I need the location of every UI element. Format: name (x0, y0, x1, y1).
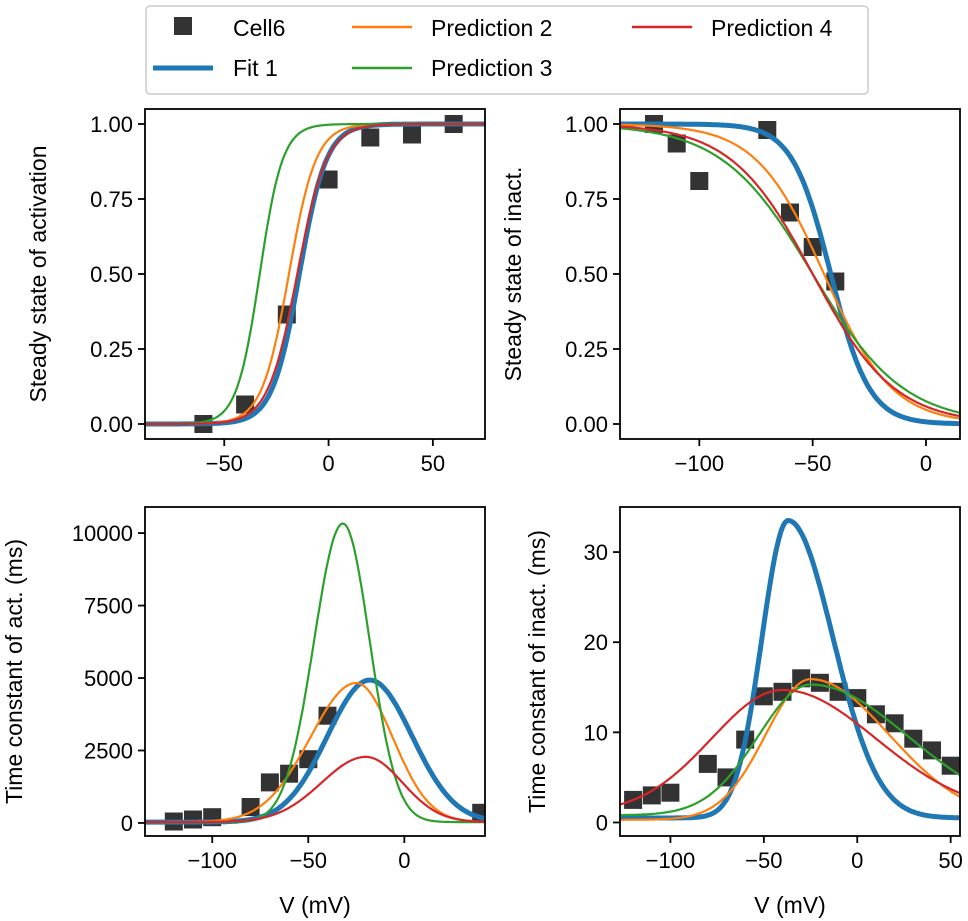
plot-area (145, 115, 485, 433)
y-tick-label: 7500 (84, 594, 133, 619)
y-axis-label: Steady state of activation (25, 146, 51, 403)
series-line-prediction-4 (620, 688, 960, 806)
scatter-point (792, 669, 811, 688)
series-line-fit-1 (620, 518, 960, 821)
x-tick-label: 0 (322, 451, 334, 476)
x-tick-label: −100 (646, 848, 696, 873)
plot-area (620, 518, 960, 821)
x-tick-label: −50 (745, 848, 782, 873)
y-tick-label: 10 (584, 720, 608, 745)
plot-area (145, 522, 485, 831)
x-tick-label: −50 (794, 451, 831, 476)
y-tick-label: 0 (121, 811, 133, 836)
scatter-point (361, 128, 380, 147)
y-tick-label: 30 (584, 540, 608, 565)
scatter-point (698, 754, 717, 773)
legend-item-fit1: Fit 1 (153, 55, 278, 81)
x-tick-label: −50 (206, 451, 243, 476)
legend-label: Prediction 4 (711, 15, 833, 41)
scatter-point (773, 682, 792, 701)
series-line-prediction-4 (620, 125, 960, 418)
x-tick-label: 0 (851, 848, 863, 873)
legend-marker-square (174, 17, 192, 35)
legend-item-prediction4: Prediction 4 (632, 15, 833, 41)
y-tick-label: 0.50 (565, 262, 608, 287)
scatter-point (690, 172, 709, 190)
activation-steady-state-plot: −50 0 50 0.00 0.25 0.50 0.75 1.00 Steady state o… (25, 108, 486, 476)
series-line-prediction-3 (620, 127, 960, 414)
y-tick-label: 2500 (84, 738, 133, 763)
scatter-point (866, 705, 885, 724)
y-tick-label: 0.00 (565, 412, 608, 437)
x-tick-label: −100 (675, 451, 725, 476)
inactivation-time-constant-plot: −100 −50 0 50 0 10 20 30 V (mV) Time constant of … (524, 506, 963, 918)
y-axis-label: Time constant of act. (ms) (1, 539, 27, 804)
y-axis-label: Steady state of inact. (500, 167, 526, 382)
scatter-point (661, 783, 680, 802)
x-axis-label: V (mV) (754, 892, 826, 918)
inactivation-steady-state-plot: −100 −50 0 0.00 0.25 0.50 0.75 1.00 Steady state… (500, 108, 961, 476)
x-tick-label: 0 (920, 451, 932, 476)
scatter-point (642, 786, 661, 805)
scatter-point (403, 125, 421, 144)
x-tick-label: −100 (187, 848, 237, 873)
y-tick-label: 0.75 (90, 187, 133, 212)
scatter-point (941, 756, 960, 775)
scatter-point (241, 798, 260, 816)
x-tick-label: −50 (290, 848, 327, 873)
series-line-prediction-4 (145, 122, 485, 426)
x-axis-label: V (mV) (279, 892, 351, 918)
y-tick-label: 0.50 (90, 262, 133, 287)
series-line-prediction-4 (145, 755, 485, 824)
scatter-point (260, 773, 279, 792)
y-tick-label: 0 (596, 810, 608, 835)
legend-label: Prediction 2 (431, 15, 552, 41)
legend-label: Prediction 3 (431, 55, 552, 81)
series-line-prediction-2 (620, 123, 960, 420)
y-tick-label: 1.00 (90, 112, 133, 137)
series-line-fit-1 (620, 121, 960, 427)
legend-item-prediction3: Prediction 3 (352, 55, 552, 81)
y-axis-label: Time constant of inact. (ms) (524, 530, 550, 813)
axes-frame (619, 506, 961, 837)
legend-item-cell6: Cell6 (174, 15, 285, 41)
series-line-prediction-3 (620, 683, 960, 817)
x-tick-label: 50 (938, 848, 962, 873)
scatter-point (319, 170, 338, 189)
axes-frame (144, 506, 486, 837)
series-line-prediction-2 (145, 122, 485, 426)
x-tick-label: 0 (398, 848, 410, 873)
y-tick-label: 0.25 (90, 337, 133, 362)
series-line-prediction-3 (145, 122, 485, 426)
x-tick-label: 50 (421, 451, 445, 476)
y-tick-label: 20 (584, 630, 608, 655)
y-tick-label: 0.25 (565, 337, 608, 362)
y-tick-label: 10000 (72, 521, 133, 546)
scatter-point (781, 203, 799, 222)
y-tick-label: 0.75 (565, 187, 608, 212)
scatter-point (923, 741, 941, 760)
legend-label: Cell6 (233, 15, 285, 41)
activation-time-constant-plot: −100 −50 0 0 2500 5000 7500 10000 V (mV) Time con… (1, 506, 486, 918)
legend-label: Fit 1 (233, 55, 278, 81)
plot-area (620, 115, 960, 427)
y-tick-label: 1.00 (565, 112, 608, 137)
legend: Cell6 Fit 1 Prediction 2 Prediction 3 Pr… (145, 5, 869, 95)
series-line-fit-1 (145, 121, 485, 427)
y-tick-label: 5000 (84, 666, 133, 691)
scatter-point (318, 706, 337, 725)
axes-frame (144, 108, 486, 440)
y-tick-label: 0.00 (90, 412, 133, 437)
legend-item-prediction2: Prediction 2 (352, 15, 552, 41)
